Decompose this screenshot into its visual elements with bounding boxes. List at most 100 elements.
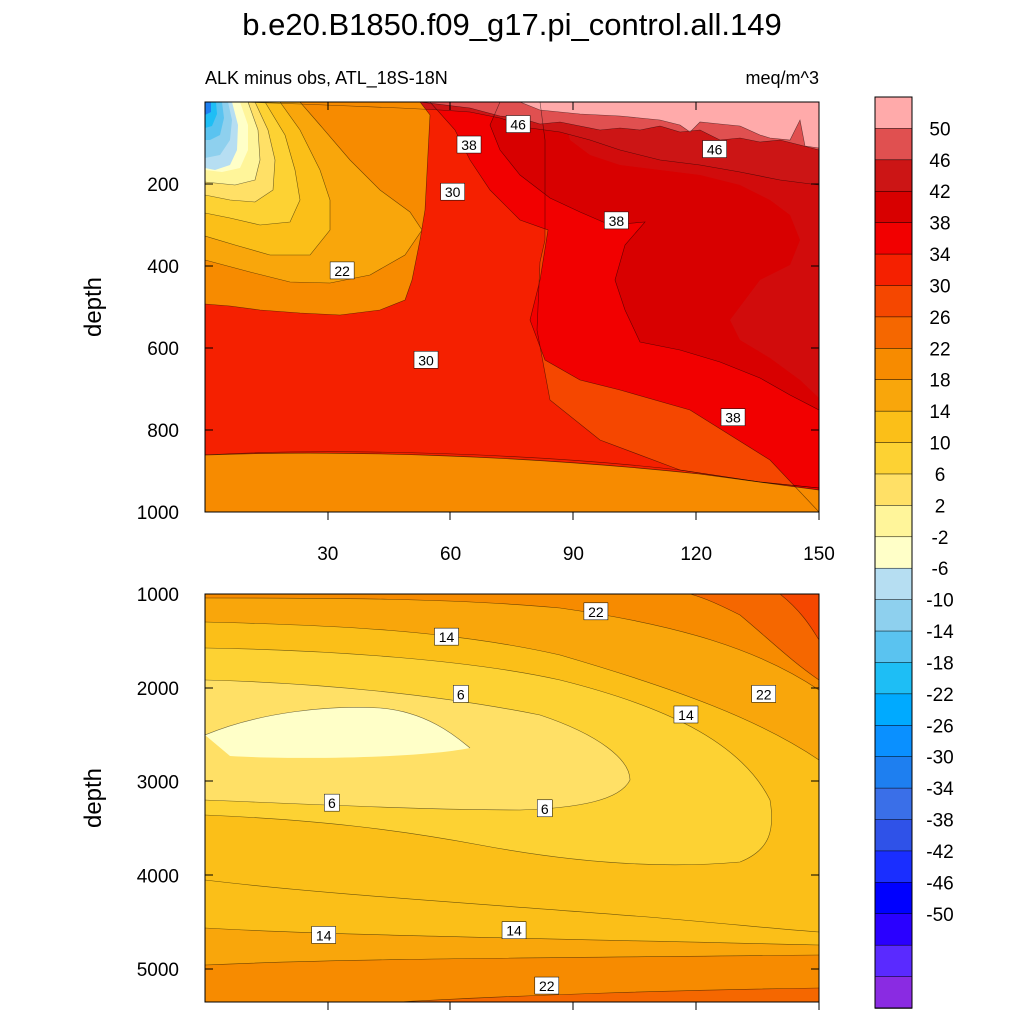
- contour-label: 14: [673, 705, 699, 724]
- contour-label-box: [536, 799, 553, 818]
- lower-y-tick-labels: 1000 2000 3000 4000 5000: [137, 585, 179, 981]
- contour-label-box: [583, 602, 609, 621]
- contour-label: 38: [456, 135, 482, 154]
- fill-42-46-deep: [560, 102, 819, 398]
- contour-label-text: 14: [439, 629, 455, 645]
- contour-label-box: [501, 921, 527, 939]
- upper-panel-frame: [204, 101, 820, 520]
- contour-label: 22: [583, 602, 609, 621]
- contour-label-text: 38: [609, 213, 625, 229]
- colorbar-label: 38: [929, 214, 950, 235]
- panel-subtitle-left: ALK minus obs, ATL_18S-18N: [205, 68, 448, 89]
- colorbar-swatch: [874, 348, 913, 381]
- contour-label: 46: [702, 140, 727, 158]
- x-tick-label: 60: [440, 544, 461, 565]
- colorbar-label: -34: [926, 779, 954, 800]
- colorbar-label: -18: [926, 653, 953, 674]
- contour-label: 46: [505, 115, 531, 133]
- contour-label-box: [413, 351, 439, 369]
- colorbar-swatch: [874, 222, 913, 255]
- contour-label-box: [456, 135, 482, 154]
- contour-label: 14: [311, 926, 336, 944]
- upper-y-tick-labels: 200 400 600 800 1000: [137, 175, 179, 524]
- lower-panel-plot: [205, 594, 819, 1002]
- colorbar-label: -42: [926, 842, 953, 863]
- y-tick-label: 4000: [137, 866, 179, 887]
- colorbar-swatch: [874, 190, 913, 224]
- colorbar-swatch: [874, 96, 913, 130]
- contour-label: 14: [434, 627, 459, 646]
- colorbar-label: -10: [926, 591, 953, 612]
- colorbar-swatch: [874, 944, 913, 978]
- colorbar-label: 10: [929, 434, 950, 455]
- colorbar-label: 18: [929, 371, 950, 392]
- contour-label: 30: [440, 182, 465, 201]
- lower-contour-labels: 22 14 22 6 14 6 6 14 14 22: [311, 602, 776, 995]
- colorbar-swatch: [874, 316, 913, 350]
- contour-label: 6: [453, 685, 469, 703]
- colorbar-label: 30: [929, 276, 950, 297]
- lower-y-axis-label: depth: [80, 768, 107, 828]
- y-tick-label: 600: [147, 339, 179, 360]
- colorbar-swatch: [874, 473, 913, 507]
- colorbar-swatch: [874, 379, 913, 412]
- colorbar-swatch: [874, 442, 913, 475]
- contour-label-box: [329, 261, 355, 280]
- contour-label-text: 38: [725, 410, 741, 426]
- x-tick-label: 150: [803, 544, 835, 565]
- contour-label-box: [434, 627, 459, 646]
- colorbar-label: -22: [926, 685, 953, 706]
- contour-label-box: [702, 140, 727, 158]
- contour-label-text: 22: [588, 604, 604, 620]
- colorbar-swatch: [874, 410, 913, 444]
- contour-label: 22: [751, 685, 776, 703]
- x-tick-label: 120: [680, 544, 712, 565]
- colorbar-label: 22: [929, 339, 950, 360]
- colorbar-label: -2: [932, 528, 949, 549]
- contour-label-text: 14: [678, 707, 694, 723]
- colorbar-swatch: [874, 128, 913, 161]
- contour-label: 6: [536, 799, 553, 818]
- fill-above-50: [520, 102, 819, 148]
- colorbar-label: -46: [926, 873, 953, 894]
- contour-label: 6: [324, 793, 340, 812]
- figure-title: b.e20.B1850.f09_g17.pi_control.all.149: [242, 7, 782, 42]
- contour-label-box: [534, 976, 560, 995]
- fill-14-18-lower: [205, 880, 819, 945]
- colorbar-swatch: [874, 662, 913, 695]
- colorbar-label: 26: [929, 308, 950, 329]
- colorbar-swatch: [874, 159, 913, 192]
- fill-30-34: [780, 594, 819, 640]
- contour-label-text: 22: [334, 263, 350, 279]
- contour-label-text: 22: [539, 978, 555, 994]
- colorbar-label: -38: [926, 811, 953, 832]
- contour-label: 14: [501, 921, 527, 939]
- contour-label-box: [453, 685, 469, 703]
- contour-label-text: 46: [707, 142, 723, 158]
- fill-26-30-bottom: [400, 988, 819, 1002]
- y-tick-label: 1000: [137, 503, 179, 524]
- colorbar-swatch: [874, 787, 913, 821]
- colorbar-swatch: [874, 253, 913, 287]
- upper-panel-plot: [205, 102, 819, 512]
- colorbar-label: 6: [935, 465, 946, 486]
- contour-label: 22: [534, 976, 560, 995]
- fill-22-26-bottom: [205, 453, 819, 512]
- contour-label-box: [505, 115, 531, 133]
- contour-label-text: 38: [461, 137, 477, 153]
- contour-label: 38: [604, 211, 629, 230]
- colorbar-swatch: [874, 505, 913, 538]
- upper-y-axis-label: depth: [80, 277, 107, 337]
- colorbar-swatch: [874, 693, 913, 727]
- colorbar-label: 46: [929, 151, 950, 172]
- colorbar-label: 2: [935, 496, 946, 517]
- contour-label-text: 46: [510, 117, 526, 133]
- contour-label-box: [751, 685, 776, 703]
- y-tick-label: 200: [147, 175, 179, 196]
- contour-label-text: 6: [328, 795, 336, 811]
- x-tick-label: 90: [563, 544, 584, 565]
- panel-subtitle-units: meq/m^3: [746, 68, 819, 88]
- colorbar: 50 46 42 38 34 30 26 22 18 14 10 6 2 -2 -6 -10 -14 -18 -22…: [874, 96, 954, 1009]
- fill-22-26: [205, 594, 819, 690]
